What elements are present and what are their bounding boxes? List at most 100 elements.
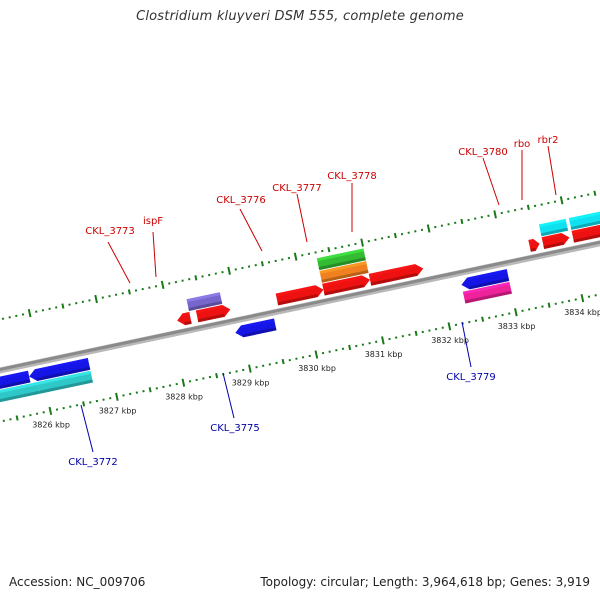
ruler-label: 3833 kbp: [498, 322, 536, 331]
tick-bottom: [15, 415, 19, 421]
gene-feature: [538, 218, 569, 237]
gene-label: CKL_3775: [210, 423, 260, 434]
page-title: Clostridium kluyveri DSM 555, complete g…: [136, 9, 464, 24]
gene-feature-highlight: [319, 261, 367, 274]
gene-feature-shadow: [530, 247, 536, 252]
gene-feature-highlight: [182, 311, 190, 317]
gene-feature-shadow: [188, 300, 223, 311]
gene-feature: [275, 285, 324, 306]
gene-feature-highlight: [0, 370, 29, 380]
gene-feature: [461, 269, 510, 290]
tick-bottom: [82, 401, 86, 407]
tick-bottom: [381, 336, 385, 345]
gene-label: CKL_3777: [272, 183, 322, 194]
gene-feature-body: [319, 261, 369, 283]
tick-top: [327, 246, 331, 253]
ruler-label: 3828 kbp: [165, 392, 203, 401]
gene-feature-highlight: [568, 211, 600, 222]
gene-feature-shadow: [464, 290, 512, 304]
gene-feature-highlight: [316, 248, 364, 262]
gene-feature-shadow: [570, 220, 600, 230]
gene-feature: [368, 264, 424, 286]
gene-feature: [568, 211, 600, 230]
gene-feature-highlight: [0, 381, 38, 393]
gene-feature-body: [462, 281, 512, 304]
gene-feature: [316, 248, 366, 271]
leader-line: [222, 372, 235, 419]
tick-bottom: [115, 392, 119, 401]
gene-label: CKL_3780: [458, 147, 508, 158]
gene-feature-shadow: [540, 227, 569, 237]
tick-bottom: [580, 293, 585, 303]
gene-feature: [37, 370, 93, 394]
leader-line: [239, 208, 263, 252]
gene-feature-highlight: [528, 238, 534, 243]
gene-feature-highlight: [195, 304, 223, 314]
ruler-labels: 3826 kbp 3827 kbp 3828 kbp 3829 kbp 3830 kbp…: [32, 308, 600, 430]
gene-feature: [541, 233, 570, 249]
gene-label: CKL_3772: [68, 457, 118, 468]
gene-feature-highlight: [462, 281, 511, 295]
gene-feature: [319, 261, 369, 283]
gene-feature: [177, 311, 192, 326]
tick-bottom: [248, 364, 252, 373]
tick-top: [194, 275, 198, 281]
gene-feature: [571, 224, 600, 243]
gene-label: rbr2: [538, 135, 559, 146]
gene-feature-shadow: [321, 269, 369, 283]
gene-feature-shadow: [468, 277, 510, 290]
tick-top: [293, 252, 298, 261]
gene-feature-shadow: [0, 379, 31, 389]
gene-feature: [462, 281, 512, 304]
tick-bottom: [181, 378, 186, 387]
leader-line: [107, 241, 131, 284]
tick-top: [526, 204, 530, 210]
tick-bottom: [314, 350, 319, 359]
tick-bottom: [215, 373, 219, 379]
gene-feature-shadow: [370, 272, 418, 286]
gene-feature-shadow: [197, 313, 225, 323]
gene-feature-shadow: [324, 284, 365, 296]
gene-label: rbo: [514, 139, 531, 150]
accession-text: Accession: NC_009706: [9, 575, 146, 589]
tick-top: [426, 224, 431, 233]
gene-feature-highlight: [571, 224, 600, 234]
gene-feature: [195, 304, 231, 323]
leader-line: [482, 157, 500, 206]
gene-feature-shadow: [543, 241, 564, 249]
tick-bottom: [348, 344, 352, 351]
ruler-label: 3832 kbp: [431, 336, 469, 345]
backbone-line: [0, 240, 600, 374]
gene-feature-body: [316, 248, 366, 271]
tick-bottom: [281, 358, 285, 365]
tick-top: [127, 289, 131, 295]
ruler-label: 3830 kbp: [298, 364, 336, 373]
tick-top: [493, 210, 497, 219]
gene-feature-highlight: [34, 357, 89, 373]
gene-feature-shadow: [0, 390, 40, 403]
gene-feature-shadow: [242, 327, 277, 338]
tick-bottom: [148, 387, 152, 393]
leader-line: [152, 231, 157, 278]
gene-feature-shadow: [318, 257, 366, 271]
gene-feature-highlight: [275, 285, 316, 297]
gene-feature-shadow: [36, 366, 91, 381]
backbone-core: [0, 240, 600, 372]
tick-top: [260, 261, 264, 267]
gene-feature-highlight: [541, 233, 563, 241]
gene-label: CKL_3779: [446, 372, 496, 383]
gene-feature-highlight: [240, 318, 275, 329]
gene-feature-shadow: [39, 379, 93, 394]
gene-feature: [528, 238, 540, 252]
genome-summary-text: Topology: circular; Length: 3,964,618 bp…: [260, 575, 590, 589]
gene-feature: [29, 357, 91, 381]
leader-line: [547, 145, 557, 196]
gene-feature: [0, 381, 40, 403]
gene-feature-highlight: [368, 264, 416, 277]
tick-top: [27, 308, 32, 318]
leader-line: [461, 321, 472, 368]
gene-features: [0, 211, 600, 403]
gene-feature-highlight: [538, 218, 567, 228]
tick-bottom: [48, 406, 53, 416]
